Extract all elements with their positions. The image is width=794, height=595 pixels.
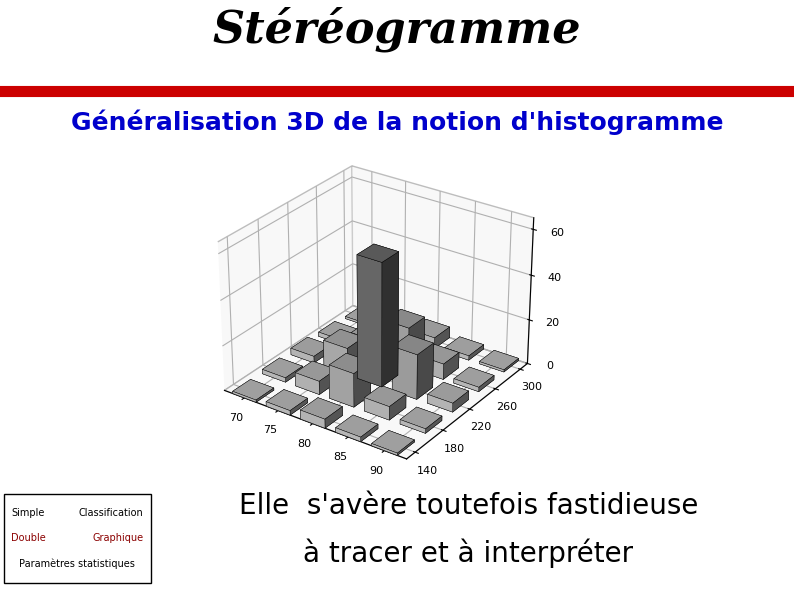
Text: Double: Double [11, 534, 46, 543]
Text: Classification: Classification [79, 509, 144, 518]
Text: Graphique: Graphique [92, 534, 144, 543]
Text: Généralisation 3D de la notion d'histogramme: Généralisation 3D de la notion d'histogr… [71, 109, 723, 134]
Text: Stéréogramme: Stéréogramme [213, 7, 581, 52]
FancyBboxPatch shape [4, 494, 151, 583]
Text: Simple: Simple [11, 509, 44, 518]
Text: Paramètres statistiques: Paramètres statistiques [20, 558, 135, 569]
Text: à tracer et à interpréter: à tracer et à interpréter [303, 538, 634, 568]
Text: Elle  s'avère toutefois fastidieuse: Elle s'avère toutefois fastidieuse [239, 492, 698, 520]
